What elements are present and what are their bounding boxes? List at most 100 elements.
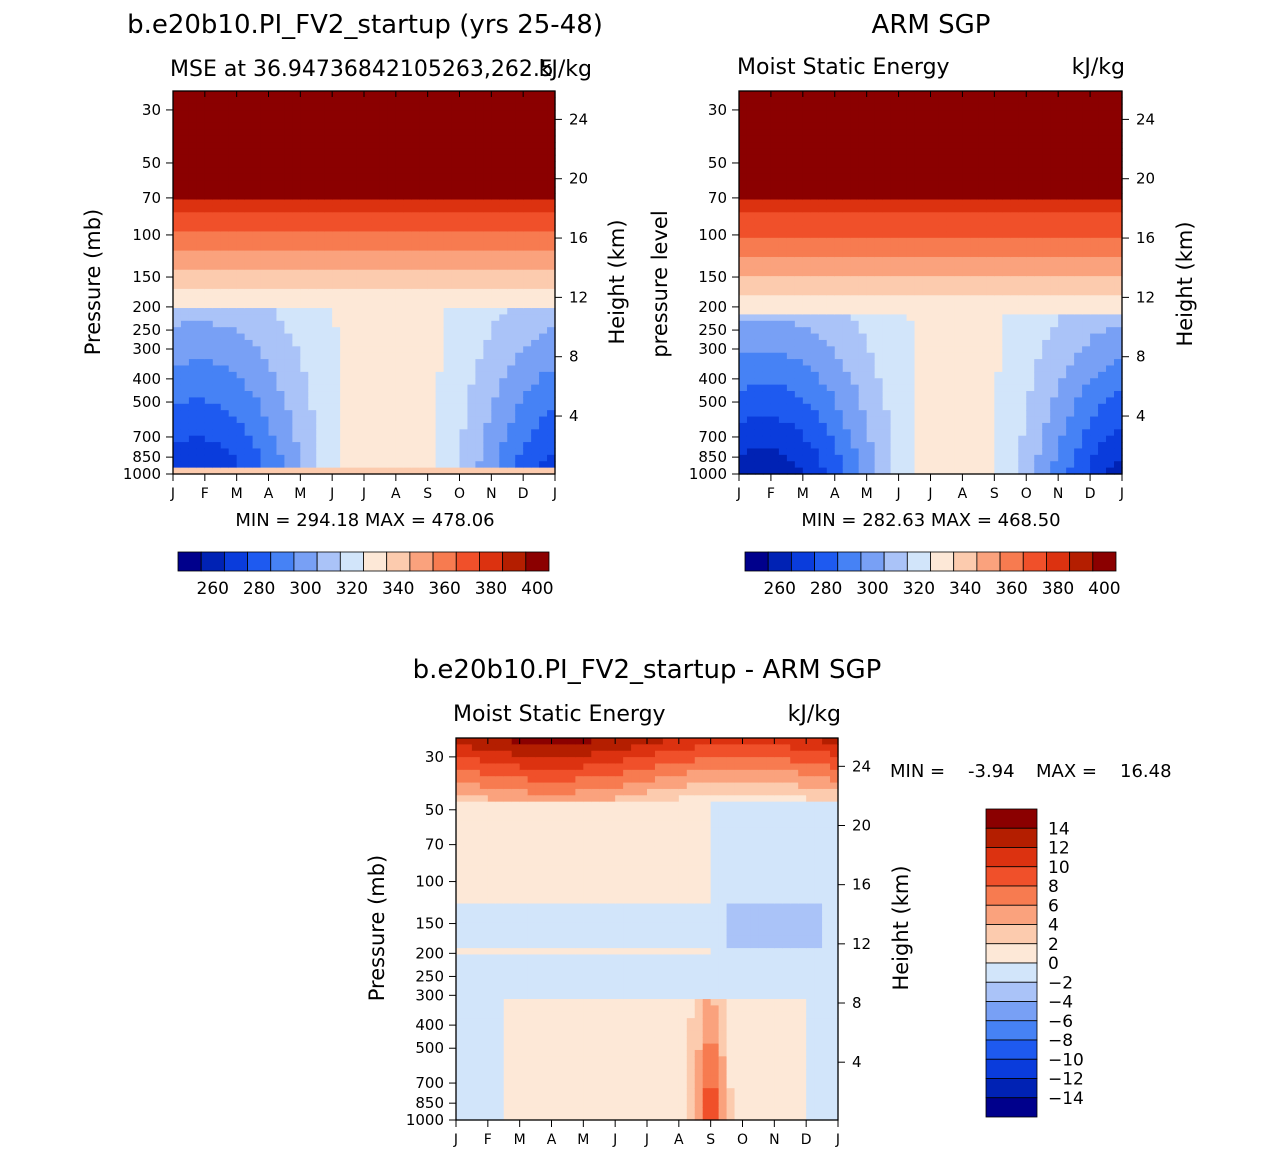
- model-colorbar-swatch: [525, 551, 550, 572]
- obs-cell: [818, 263, 828, 271]
- model-cell: [228, 199, 238, 207]
- obs-cell: [794, 314, 804, 322]
- obs-cell: [754, 116, 764, 124]
- obs-cell: [946, 193, 956, 201]
- model-cell: [308, 97, 317, 105]
- obs-cell: [946, 467, 956, 475]
- obs-cell: [954, 403, 964, 411]
- model-cell: [292, 416, 301, 424]
- model-cell: [300, 110, 309, 118]
- model-cell: [324, 91, 333, 98]
- obs-cell: [818, 218, 828, 226]
- model-cell: [427, 308, 437, 316]
- model-month-label: F: [201, 486, 209, 502]
- obs-cell: [866, 97, 876, 105]
- model-cell: [356, 448, 365, 456]
- model-cell: [475, 410, 484, 418]
- obs-cell: [762, 346, 772, 354]
- model-cell: [228, 295, 238, 303]
- model-cell: [364, 365, 373, 373]
- model-cell: [348, 346, 357, 354]
- obs-cell: [802, 110, 812, 118]
- model-cell: [236, 416, 246, 424]
- model-cell: [547, 308, 556, 316]
- model-cell: [387, 161, 397, 169]
- model-cell: [539, 218, 548, 226]
- obs-cell: [770, 103, 780, 111]
- obs-cell: [906, 416, 916, 424]
- model-cell: [427, 435, 437, 443]
- model-cell: [395, 116, 405, 124]
- obs-cell: [914, 167, 924, 175]
- obs-cell: [842, 429, 852, 437]
- model-cell: [276, 365, 286, 373]
- obs-cell: [898, 263, 908, 271]
- obs-cell: [946, 410, 956, 418]
- model-cell: [324, 212, 333, 220]
- model-cell: [371, 320, 381, 328]
- obs-cell: [922, 173, 932, 181]
- obs-cell: [786, 467, 796, 475]
- model-cell: [332, 103, 341, 111]
- model-cell: [523, 269, 532, 277]
- model-cell: [244, 193, 254, 201]
- model-cell: [324, 122, 333, 130]
- model-cell: [212, 301, 222, 309]
- obs-cell: [1002, 180, 1011, 188]
- obs-cell: [954, 442, 964, 450]
- model-cell: [284, 250, 293, 258]
- obs-cell: [938, 186, 948, 194]
- model-cell: [419, 193, 429, 201]
- obs-cell: [994, 218, 1003, 226]
- model-cell: [459, 154, 469, 162]
- model-cell: [499, 212, 508, 220]
- model-cell: [180, 122, 190, 130]
- model-cell: [475, 467, 484, 475]
- obs-cell: [858, 122, 868, 130]
- model-cell: [268, 135, 278, 143]
- model-cell: [547, 180, 556, 188]
- obs-cell: [786, 442, 796, 450]
- model-cell: [212, 371, 222, 379]
- obs-cell: [946, 186, 956, 194]
- model-cell: [244, 320, 254, 328]
- obs-cell: [898, 365, 908, 373]
- model-cell: [188, 244, 198, 252]
- model-cell: [188, 454, 198, 462]
- obs-cell: [770, 142, 780, 150]
- model-cell: [523, 142, 532, 150]
- model-cell: [515, 212, 524, 220]
- obs-cell: [874, 371, 884, 379]
- model-cell: [507, 122, 516, 130]
- model-cell: [204, 129, 214, 137]
- obs-cell: [739, 205, 748, 213]
- model-cell: [236, 333, 246, 341]
- obs-cell: [978, 276, 987, 284]
- model-cell: [340, 199, 349, 207]
- obs-cell: [826, 295, 836, 303]
- obs-cell: [994, 276, 1003, 284]
- model-cell: [212, 429, 222, 437]
- model-cell: [483, 308, 492, 316]
- model-cell: [499, 199, 508, 207]
- model-cell: [252, 327, 262, 335]
- model-cell: [435, 454, 445, 462]
- model-stats: MIN = 294.18 MAX = 478.06: [235, 510, 494, 531]
- model-cell: [411, 116, 421, 124]
- obs-cell: [778, 314, 788, 322]
- obs-cell: [739, 410, 748, 418]
- model-cell: [539, 225, 548, 233]
- obs-cell: [866, 397, 876, 405]
- model-cell: [236, 397, 246, 405]
- obs-cell: [858, 167, 868, 175]
- model-cell: [475, 135, 484, 143]
- model-cell: [284, 116, 293, 124]
- model-cell: [173, 154, 182, 162]
- model-cell: [228, 180, 238, 188]
- model-cell: [475, 97, 484, 105]
- obs-cell: [826, 110, 836, 118]
- obs-cell: [794, 359, 804, 367]
- obs-cell: [826, 205, 836, 213]
- model-cell: [180, 269, 190, 277]
- obs-cell: [898, 161, 908, 169]
